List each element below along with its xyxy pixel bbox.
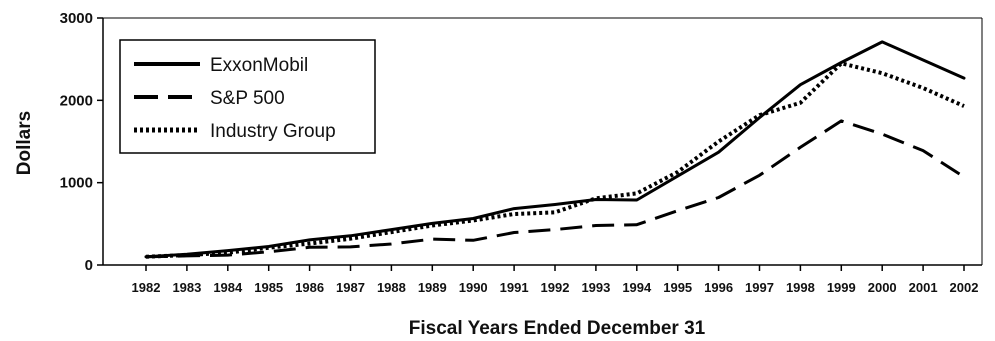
x-tick-label: 1987	[336, 280, 365, 295]
x-tick-label: 2002	[950, 280, 979, 295]
x-tick-label: 1992	[541, 280, 570, 295]
x-tick-label: 1985	[254, 280, 283, 295]
legend-label: S&P 500	[210, 88, 285, 109]
x-tick-label: 1984	[213, 280, 243, 295]
x-tick-label: 1998	[786, 280, 815, 295]
x-tick-label: 1996	[704, 280, 733, 295]
x-axis-label: Fiscal Years Ended December 31	[409, 318, 706, 339]
x-tick-label: 1991	[500, 280, 529, 295]
x-tick-label: 1994	[622, 280, 652, 295]
x-tick-label: 1982	[132, 280, 161, 295]
x-tick-label: 1990	[459, 280, 488, 295]
y-tick-label: 2000	[60, 92, 93, 109]
x-tick-label: 1997	[745, 280, 774, 295]
legend-box	[119, 39, 376, 154]
x-tick-label: 2000	[868, 280, 897, 295]
y-axis-label: Dollars	[14, 111, 35, 175]
series-line-exxonmobil	[144, 40, 966, 259]
x-tick-label: 1993	[581, 280, 610, 295]
y-ticks: 0 1000 2000 3000	[60, 10, 103, 274]
axes	[102, 17, 983, 266]
x-tick-label: 1986	[295, 280, 324, 295]
legend-label: ExxonMobil	[210, 55, 308, 76]
x-tick-label: 2001	[909, 280, 938, 295]
legend: ExxonMobil S&P 500 Industry Group	[119, 39, 376, 154]
series-line-industry-group	[145, 61, 965, 259]
x-tick-label: 1989	[418, 280, 447, 295]
series-line-s-p-500	[145, 119, 965, 259]
x-ticks: 1982 1983 1984 1985 1986 1987 1988 1989 1990 1991…	[132, 265, 979, 295]
y-tick-label: 0	[85, 257, 93, 274]
x-tick-label: 1995	[663, 280, 692, 295]
x-tick-label: 1999	[827, 280, 856, 295]
x-tick-label: 1983	[172, 280, 201, 295]
x-tick-label: 1988	[377, 280, 406, 295]
y-tick-label: 1000	[60, 175, 93, 192]
legend-label: Industry Group	[210, 121, 336, 142]
y-tick-label: 3000	[60, 10, 93, 27]
series-group	[144, 40, 966, 259]
